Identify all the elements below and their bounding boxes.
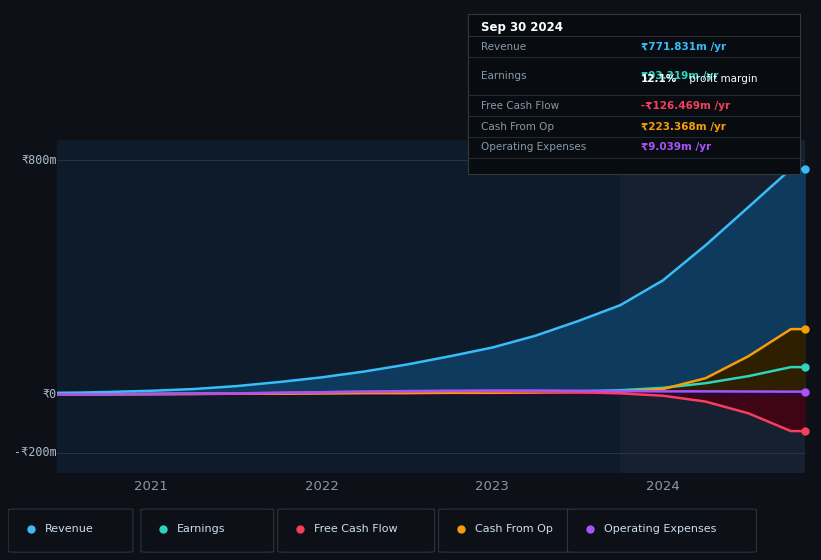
Bar xyxy=(621,140,821,473)
Text: ₹0: ₹0 xyxy=(43,388,57,401)
Text: Sep 30 2024: Sep 30 2024 xyxy=(481,21,563,34)
FancyBboxPatch shape xyxy=(141,509,273,552)
Text: Operating Expenses: Operating Expenses xyxy=(603,524,716,534)
Text: Earnings: Earnings xyxy=(481,71,527,81)
FancyBboxPatch shape xyxy=(567,509,756,552)
Text: ₹771.831m /yr: ₹771.831m /yr xyxy=(641,41,726,52)
FancyBboxPatch shape xyxy=(8,509,133,552)
Text: -₹200m: -₹200m xyxy=(14,446,57,459)
FancyBboxPatch shape xyxy=(438,509,571,552)
Text: ₹93.319m /yr: ₹93.319m /yr xyxy=(641,71,718,81)
Text: ₹800m: ₹800m xyxy=(21,154,57,167)
Text: ₹9.039m /yr: ₹9.039m /yr xyxy=(641,142,711,152)
Text: Cash From Op: Cash From Op xyxy=(475,524,553,534)
Text: Operating Expenses: Operating Expenses xyxy=(481,142,586,152)
Text: 12.1%: 12.1% xyxy=(641,73,677,83)
Text: Earnings: Earnings xyxy=(177,524,226,534)
Text: profit margin: profit margin xyxy=(686,73,757,83)
Text: Cash From Op: Cash From Op xyxy=(481,122,554,132)
Text: Revenue: Revenue xyxy=(481,41,526,52)
FancyBboxPatch shape xyxy=(277,509,434,552)
Text: ₹223.368m /yr: ₹223.368m /yr xyxy=(641,122,726,132)
Text: Free Cash Flow: Free Cash Flow xyxy=(314,524,397,534)
Text: Revenue: Revenue xyxy=(44,524,93,534)
Text: -₹126.469m /yr: -₹126.469m /yr xyxy=(641,101,730,111)
Text: Free Cash Flow: Free Cash Flow xyxy=(481,101,559,111)
